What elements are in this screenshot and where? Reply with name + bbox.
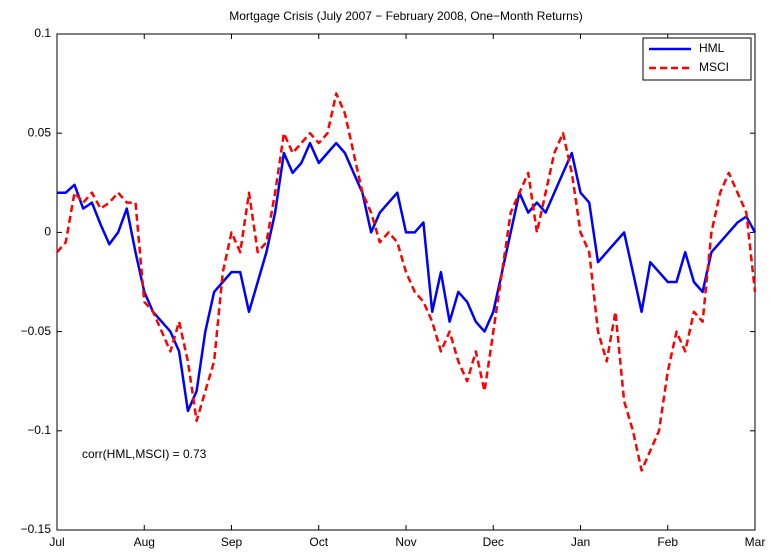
y-tick-label: 0.05 [28, 125, 52, 139]
legend-box [642, 37, 752, 81]
y-tick-label: −0.1 [27, 423, 51, 437]
legend-label: HML [699, 41, 725, 55]
y-tick-label: 0.1 [34, 26, 51, 40]
x-tick-label: Oct [309, 535, 328, 549]
x-tick-label: Nov [395, 535, 416, 549]
x-tick-label: Jan [571, 535, 590, 549]
x-tick-label: Sep [221, 535, 243, 549]
series-line [56, 92, 757, 472]
annotation: corr(HML,MSCI) = 0.73 [82, 447, 207, 461]
x-tick-label: Aug [134, 535, 155, 549]
y-tick-label: 0 [44, 225, 51, 239]
y-tick-label: −0.15 [21, 522, 52, 536]
x-tick-label: Mar [745, 535, 766, 549]
x-tick-label: Feb [657, 535, 678, 549]
chart-title: Mortgage Crisis (July 2007 − February 20… [229, 9, 583, 23]
x-tick-label: Jul [49, 535, 64, 549]
series-line [57, 141, 757, 413]
legend-label: MSCI [699, 60, 729, 74]
y-tick-label: −0.05 [21, 324, 52, 338]
x-tick-label: Dec [483, 535, 504, 549]
